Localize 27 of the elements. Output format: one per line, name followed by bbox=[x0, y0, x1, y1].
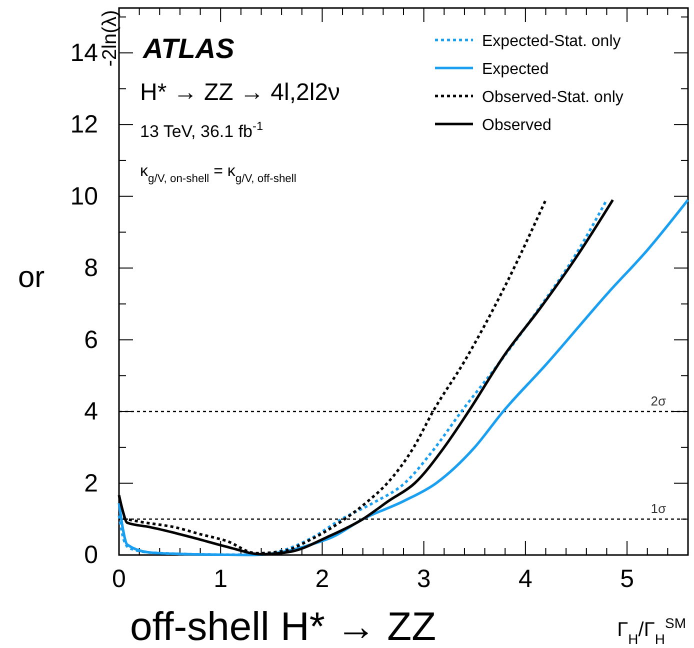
text: or bbox=[18, 261, 45, 294]
y-tick-label: 0 bbox=[84, 541, 98, 569]
text: off-shell H* → ZZ bbox=[130, 605, 436, 648]
annotation: κ$_{g/V, on-shell}$ = κ$_{g/V, off-shell}$ bbox=[140, 163, 296, 185]
annotation: H* → ZZ → 4l,2l2ν bbox=[140, 79, 340, 106]
ref-line-label: 1σ bbox=[650, 501, 666, 516]
x-tick-label: 4 bbox=[518, 564, 532, 593]
legend-label: Observed bbox=[482, 117, 552, 134]
legend-label: Expected bbox=[482, 61, 549, 78]
x-tick-label: 1 bbox=[214, 564, 228, 593]
y-tick-label: 10 bbox=[70, 182, 98, 210]
annotation: ATLAS bbox=[142, 33, 235, 64]
x-tick-label: 3 bbox=[416, 564, 431, 593]
legend-label: Expected-Stat. only bbox=[482, 33, 621, 50]
y-axis-title: -2ln(λ) bbox=[99, 10, 121, 67]
ref-line-label: 2σ bbox=[650, 394, 666, 409]
y-tick-label: 4 bbox=[84, 398, 98, 426]
y-tick-label: 2 bbox=[84, 469, 98, 498]
x-tick-label: 0 bbox=[112, 564, 126, 593]
y-tick-label: 6 bbox=[84, 326, 98, 354]
y-tick-label: 8 bbox=[84, 254, 98, 282]
annotation: 13 TeV, 36.1 fb$^{-1}$ bbox=[140, 119, 264, 141]
legend-label: Observed-Stat. only bbox=[482, 89, 624, 106]
y-tick-label: 12 bbox=[70, 110, 98, 139]
y-tick-label: 14 bbox=[70, 38, 98, 67]
x-tick-label: 5 bbox=[620, 564, 634, 593]
x-tick-label: 2 bbox=[315, 564, 330, 593]
